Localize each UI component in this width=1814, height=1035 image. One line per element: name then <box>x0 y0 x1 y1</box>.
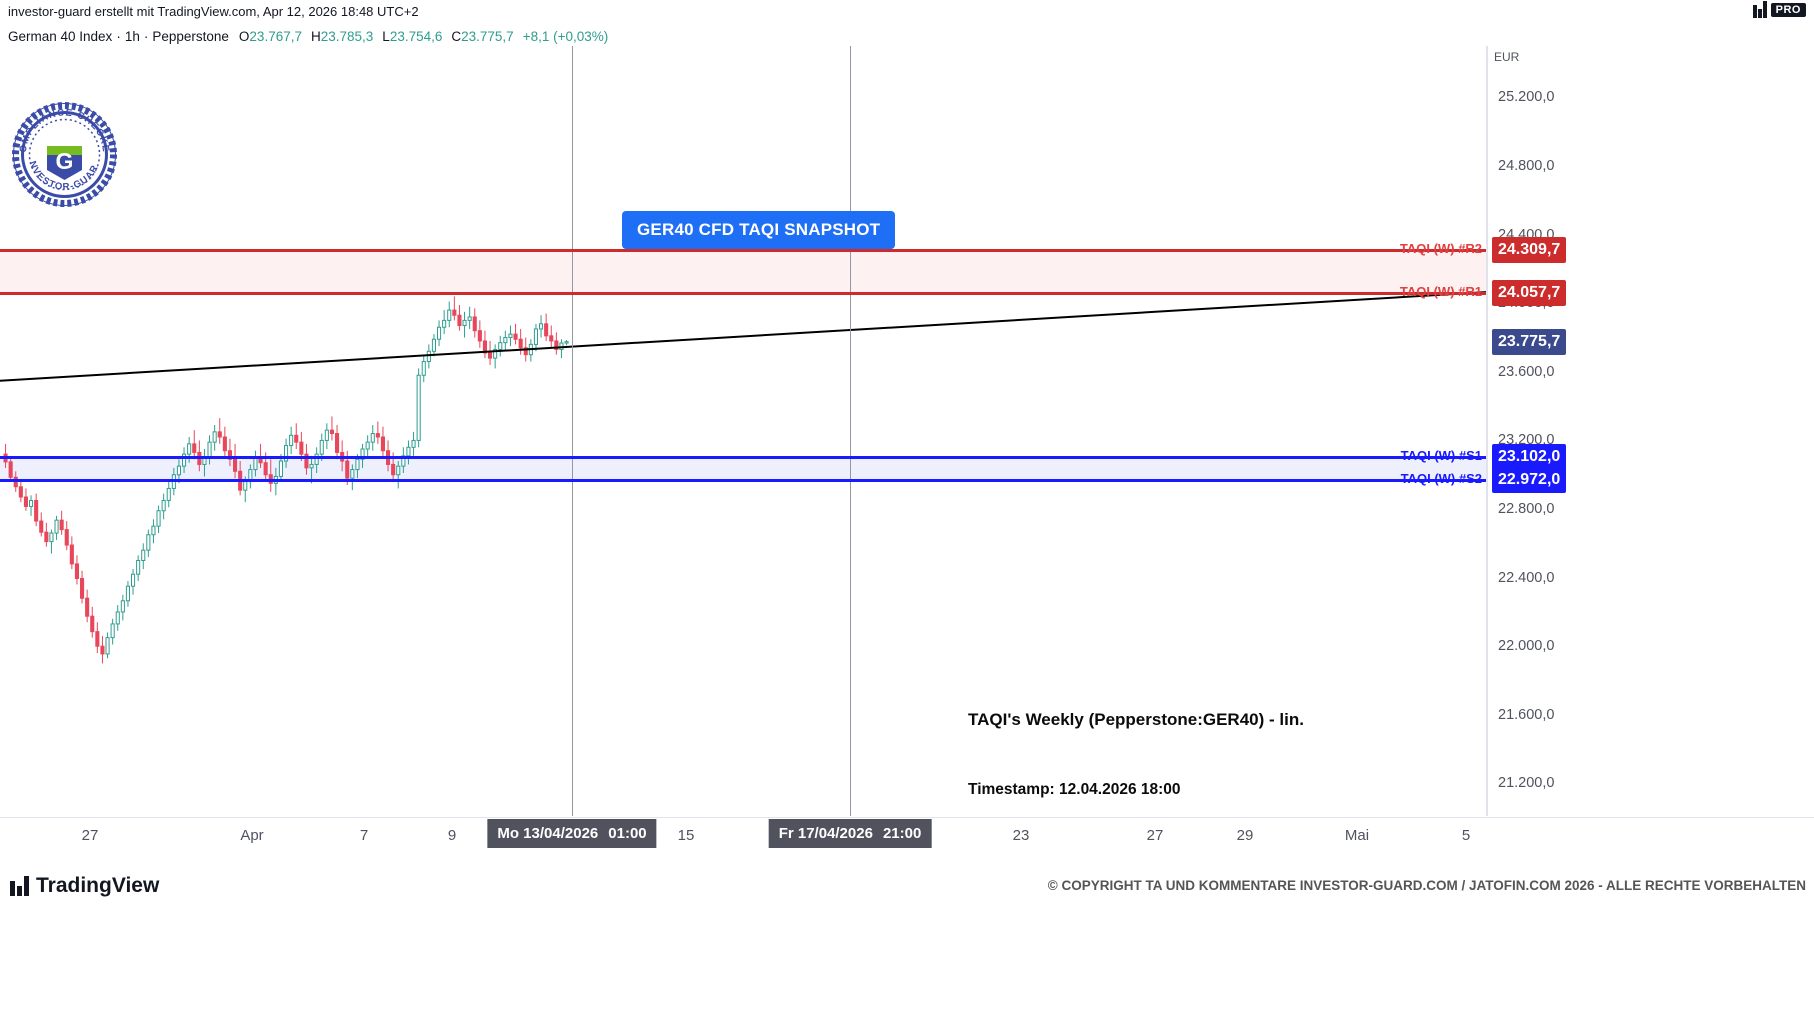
time-pill-time: 01:00 <box>608 825 647 842</box>
pro-label: PRO <box>1770 2 1806 17</box>
time-tick: Mai <box>1344 827 1370 844</box>
support-zone <box>0 457 1486 480</box>
legend-close-tag: C <box>451 28 462 44</box>
time-tick: 7 <box>359 827 369 844</box>
price-tick: 24.800,0 <box>1498 158 1555 175</box>
price-pill-blue[interactable]: 23.102,0 <box>1492 444 1567 471</box>
time-pill-time: 21:00 <box>882 825 922 842</box>
tradingview-footer-logo[interactable]: TradingView <box>10 874 159 898</box>
price-pill-blue[interactable]: 22.972,0 <box>1492 466 1567 493</box>
info-annotation-block[interactable]: TAQI's Weekly (Pepperstone:GER40) - lin.… <box>968 674 1304 816</box>
attribution-bar: investor-guard erstellt mit TradingView.… <box>0 0 1814 22</box>
chart-legend[interactable]: German 40 Index · 1h · Pepperstone O23.7… <box>8 27 608 45</box>
time-tick: 27 <box>1146 827 1164 844</box>
level-label-r1: TAQI (W) #R1 <box>1399 284 1482 300</box>
legend-open-value: 23.767,7 <box>249 28 302 44</box>
legend-interval[interactable]: 1h <box>124 28 140 44</box>
snapshot-label[interactable]: GER40 CFD TAQI SNAPSHOT <box>622 211 896 249</box>
price-tick: 25.200,0 <box>1498 89 1555 106</box>
time-axis[interactable]: 27 Apr 7 9 15 23 27 29 Mai 5 Mo 13/04/2026 01:00 Fr… <box>0 817 1814 863</box>
legend-high-value: 23.785,3 <box>320 28 374 44</box>
time-pill-date: Fr 17/04/2026 <box>778 825 873 842</box>
tradingview-logo-icon <box>1752 1 1767 18</box>
session-separator-2 <box>850 46 851 816</box>
time-pill[interactable]: Fr 17/04/2026 21:00 <box>768 819 932 848</box>
price-pill-red[interactable]: 24.057,7 <box>1492 280 1567 307</box>
compliance-checked-badge-icon: COMPLIANCE CHECKED INVESTOR-GUARD G <box>12 102 117 207</box>
trendline <box>0 291 1486 382</box>
time-tick: 27 <box>81 827 99 844</box>
level-line-r2-stroke <box>0 249 1486 253</box>
tradingview-logo-icon <box>10 876 29 896</box>
legend-symbol[interactable]: German 40 Index <box>8 28 113 44</box>
time-tick: 15 <box>677 827 695 844</box>
level-label-s2: TAQI (W) #S2 <box>1400 470 1482 486</box>
legend-sep-2: · <box>143 28 149 44</box>
legend-sep-1: · <box>116 28 121 44</box>
legend-change: +8,1 (+0,03%) <box>522 28 609 44</box>
footer-copyright: © COPYRIGHT TA UND KOMMENTARE INVESTOR-G… <box>1047 878 1806 893</box>
info-line-timestamp: Timestamp: 12.04.2026 18:00 <box>968 780 1181 798</box>
time-pill-date: Mo 13/04/2026 <box>497 825 599 842</box>
price-tick: 22.800,0 <box>1498 501 1555 518</box>
time-tick: 5 <box>1461 827 1471 844</box>
time-tick: Apr <box>240 827 264 844</box>
level-label-r2: TAQI (W) #R2 <box>1399 241 1482 257</box>
level-line-r1-stroke <box>0 292 1486 296</box>
time-pill[interactable]: Mo 13/04/2026 01:00 <box>487 819 657 848</box>
legend-ohlc: O23.767,7 H23.785,3 L23.754,6 C23.775,7 +8,1… <box>239 29 608 44</box>
price-axis-currency: EUR <box>1494 50 1520 64</box>
legend-close-value: 23.775,7 <box>461 28 514 44</box>
level-label-s1: TAQI (W) #S1 <box>1400 448 1482 464</box>
legend-open-tag: O <box>238 28 250 44</box>
time-tick: 9 <box>447 827 457 844</box>
price-tick: 22.000,0 <box>1498 638 1555 655</box>
tradingview-pro-badge[interactable]: PRO <box>1752 1 1806 18</box>
time-tick: 29 <box>1236 827 1254 844</box>
footer: TradingView © COPYRIGHT TA UND KOMMENTAR… <box>0 862 1814 1035</box>
resistance-zone <box>0 250 1486 294</box>
legend-low-value: 23.754,6 <box>389 28 443 44</box>
attribution-text: investor-guard erstellt mit TradingView.… <box>8 3 419 19</box>
price-tick: 22.400,0 <box>1498 569 1555 586</box>
price-tick: 23.600,0 <box>1498 363 1555 380</box>
price-pill-navy[interactable]: 23.775,7 <box>1492 328 1567 355</box>
price-tick: 21.200,0 <box>1498 775 1555 792</box>
chart-plot-area[interactable]: TAQI (W) #R2 TAQI (W) #R1 TAQI (W) #S1 T… <box>0 46 1487 816</box>
price-axis[interactable]: EUR 25.200,024.800,024.400,024.000,023.6… <box>1487 46 1814 816</box>
price-pill-red[interactable]: 24.309,7 <box>1492 237 1567 264</box>
level-line-s1-stroke <box>0 456 1486 460</box>
time-tick: 23 <box>1012 827 1030 844</box>
info-title: TAQI's Weekly (Pepperstone:GER40) - lin. <box>968 710 1304 729</box>
tradingview-label: TradingView <box>36 874 160 897</box>
session-separator-1 <box>572 46 573 816</box>
legend-high-tag: H <box>310 28 321 44</box>
legend-low-tag: L <box>382 28 390 44</box>
price-tick: 21.600,0 <box>1498 706 1555 723</box>
level-line-s2-stroke <box>0 478 1486 482</box>
badge-letter: G <box>56 148 74 174</box>
legend-exchange: Pepperstone <box>152 28 229 44</box>
